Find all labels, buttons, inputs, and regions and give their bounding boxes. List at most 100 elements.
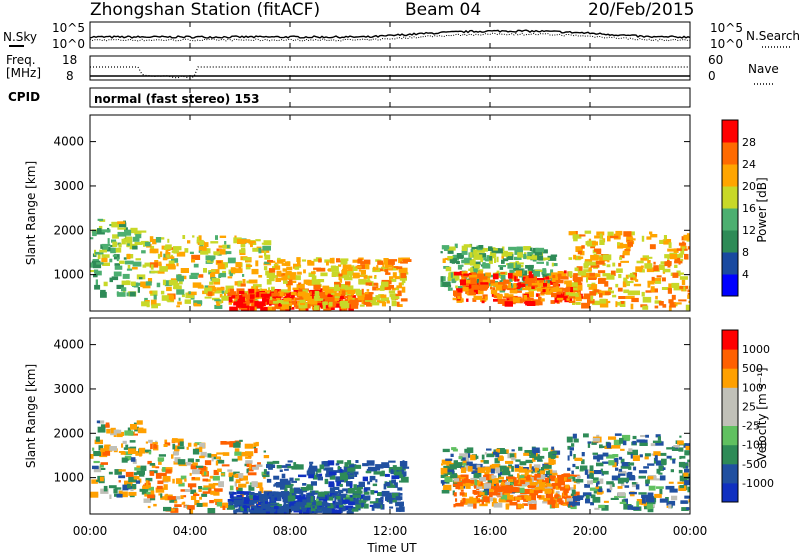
scatter-cell	[479, 503, 488, 507]
scatter-cell	[355, 460, 359, 463]
scatter-cell	[204, 287, 213, 294]
scatter-cell	[668, 242, 672, 248]
scatter-cell	[336, 295, 346, 300]
scatter-cell	[503, 279, 510, 284]
scatter-cell	[552, 470, 557, 474]
scatter-cell	[687, 486, 690, 493]
colorbar-swatch	[722, 482, 738, 503]
scatter-cell	[163, 444, 168, 447]
scatter-cell	[379, 285, 385, 291]
scatter-cell	[193, 493, 200, 496]
x-tick-label: 08:00	[273, 524, 308, 538]
scatter-cell	[211, 456, 214, 462]
scatter-cell	[572, 234, 582, 239]
scatter-cell	[397, 487, 403, 491]
x-axis-label: Time UT	[366, 541, 417, 554]
scatter-cell	[266, 471, 270, 475]
scatter-cell	[470, 267, 474, 274]
scatter-cell	[113, 429, 122, 434]
scatter-cell	[488, 274, 496, 278]
scatter-cell	[254, 464, 263, 467]
scatter-cell	[502, 258, 509, 262]
station-title: Zhongshan Station (fitACF)	[90, 0, 320, 20]
colorbar-tick: 500	[742, 362, 763, 375]
scatter-cell	[488, 258, 493, 264]
scatter-cell	[248, 289, 255, 294]
scatter-cell	[339, 278, 343, 283]
scatter-cell	[606, 481, 614, 485]
scatter-cell	[631, 482, 639, 488]
scatter-cell	[531, 270, 534, 274]
scatter-cell	[563, 473, 570, 478]
scatter-cell	[337, 498, 347, 502]
scatter-cell	[593, 477, 599, 482]
scatter-cell	[347, 271, 354, 276]
scatter-cell	[505, 503, 510, 508]
scatter-cell	[369, 478, 373, 483]
scatter-cell	[109, 277, 113, 283]
scatter-cell	[121, 443, 124, 448]
scatter-cell	[278, 303, 286, 307]
scatter-cell	[376, 265, 379, 271]
scatter-cell	[151, 464, 156, 468]
scatter-cell	[324, 259, 332, 263]
scatter-cell	[491, 252, 496, 259]
scatter-cell	[469, 252, 473, 258]
scatter-cell	[176, 438, 184, 443]
scatter-cell	[124, 229, 132, 236]
scatter-cell	[524, 488, 533, 495]
scatter-cell	[352, 494, 361, 498]
scatter-cell	[568, 231, 577, 236]
scatter-cell	[294, 266, 300, 270]
scatter-cell	[587, 442, 591, 448]
scatter-cell	[386, 300, 390, 304]
scatter-cell	[592, 452, 598, 455]
scatter-cell	[389, 506, 394, 509]
scatter-cell	[544, 488, 552, 494]
scatter-cell	[332, 257, 335, 264]
scatter-cell	[542, 447, 549, 451]
scatter-cell	[583, 293, 591, 300]
scatter-cell	[249, 500, 257, 504]
scatter-cell	[453, 478, 460, 482]
scatter-cell	[134, 472, 138, 476]
scatter-cell	[636, 260, 644, 264]
scatter-cell	[573, 480, 577, 484]
scatter-cell	[90, 237, 94, 240]
scatter-cell	[292, 280, 297, 283]
scatter-cell	[145, 441, 148, 444]
scatter-cell	[331, 494, 340, 498]
scatter-cell	[340, 285, 348, 289]
colorbar-tick: -25	[742, 420, 760, 433]
scatter-cell	[462, 484, 466, 489]
scatter-cell	[304, 505, 311, 508]
scatter-cell	[383, 258, 389, 264]
nave-tick-bottom: 0	[708, 69, 716, 83]
scatter-cell	[477, 481, 481, 485]
scatter-cell	[342, 505, 346, 512]
scatter-cell	[538, 255, 544, 261]
scatter-cell	[640, 435, 646, 438]
scatter-cell	[671, 294, 676, 300]
scatter-cell	[212, 475, 220, 481]
scatter-cell	[517, 262, 524, 265]
scatter-cell	[284, 468, 289, 471]
scatter-cell	[466, 298, 469, 302]
scatter-cell	[549, 472, 558, 476]
scatter-cell	[496, 448, 505, 454]
scatter-cell	[618, 262, 622, 267]
scatter-cell	[162, 257, 168, 261]
scatter-cell	[119, 260, 125, 264]
scatter-cell	[571, 282, 578, 287]
power-data	[90, 218, 690, 311]
scatter-cell	[338, 489, 344, 494]
scatter-cell	[331, 292, 337, 295]
scatter-cell	[189, 486, 193, 490]
scatter-cell	[172, 438, 178, 443]
scatter-cell	[172, 246, 182, 251]
scatter-cell	[176, 289, 185, 295]
freq-label-1: Freq.	[6, 53, 36, 67]
scatter-cell	[673, 286, 683, 291]
scatter-cell	[191, 477, 195, 480]
scatter-cell	[380, 496, 384, 500]
